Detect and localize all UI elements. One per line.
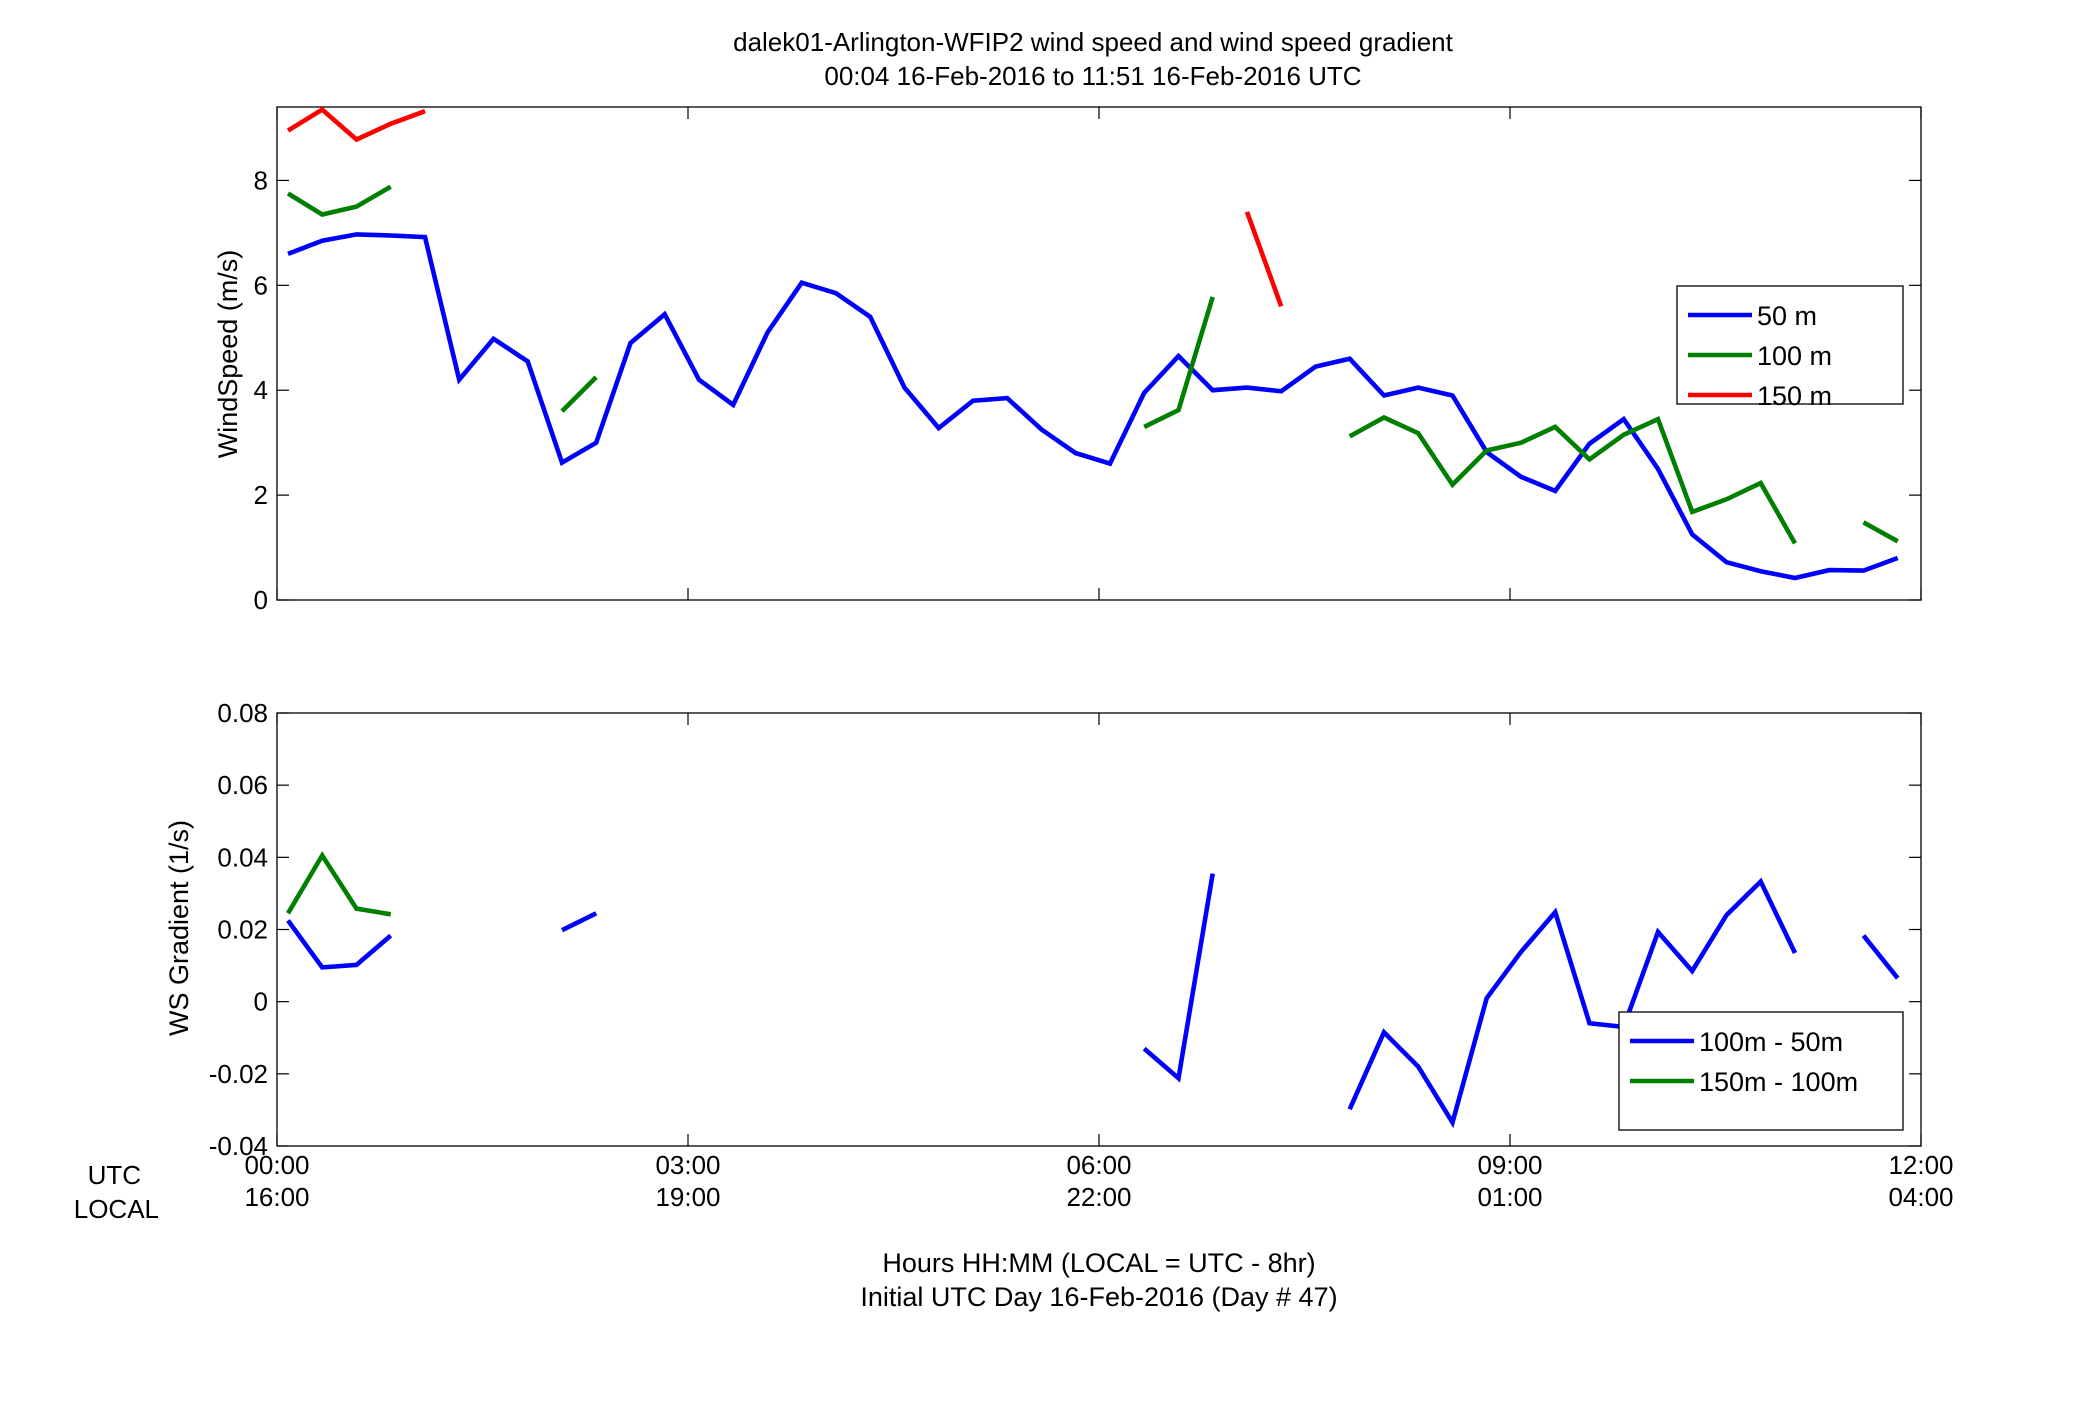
series-line-100m-50m — [1861, 934, 1900, 980]
wind-speed-y-axis-label: WindSpeed (m/s) — [213, 250, 243, 459]
gradient-y-tick-label: 0.06 — [217, 770, 268, 800]
chart-title-line2: 00:04 16-Feb-2016 to 11:51 16-Feb-2016 U… — [824, 61, 1361, 91]
x-tick-label-utc: 00:00 — [244, 1150, 309, 1180]
wind-speed-tick-marks — [276, 107, 1922, 601]
x-tick-label-local: 04:00 — [1888, 1182, 1953, 1212]
x-tick-label-utc: 03:00 — [655, 1150, 720, 1180]
x-tick-label-utc: 06:00 — [1066, 1150, 1131, 1180]
series-line-50-m — [287, 232, 1899, 581]
wind-speed-legend-box — [1676, 285, 1904, 405]
gradient-y-tick-label: 0.08 — [217, 698, 268, 728]
gradient-y-tick-label: -0.04 — [209, 1131, 268, 1161]
series-line-100m-50m — [560, 911, 598, 933]
wind-speed-y-tick-label: 0 — [254, 585, 268, 615]
gradient-y-tick-label: 0.02 — [217, 915, 268, 945]
series-line-100-m — [1348, 414, 1798, 545]
gradient-y-tick-labels: -0.04 -0.02 0 0.02 0.04 0.06 0.08 — [209, 698, 268, 1161]
gradient-y-tick-label: 0.04 — [217, 842, 268, 872]
legend-label-100-m: 100 m — [1757, 341, 1832, 371]
gradient-legend: 100m - 50m 150m - 100m — [1618, 1011, 1904, 1131]
legend-label-150m-100m: 150m - 100m — [1699, 1067, 1858, 1097]
wind-speed-y-tick-label: 4 — [254, 375, 268, 405]
x-tick-label-local: 01:00 — [1477, 1182, 1542, 1212]
gradient-y-axis-label: WS Gradient (1/s) — [164, 820, 194, 1036]
wind-speed-y-tick-label: 6 — [254, 270, 268, 300]
series-line-100m-50m — [1142, 873, 1215, 1083]
wind-speed-y-tick-label: 8 — [254, 165, 268, 195]
series-line-150m-100m — [286, 851, 392, 917]
x-tick-label-local: 16:00 — [244, 1182, 309, 1212]
series-line-100-m — [286, 184, 392, 217]
wind-speed-legend: 50 m 100 m 150 m — [1676, 285, 1904, 411]
series-line-100-m — [1862, 520, 1899, 544]
utc-row-label: UTC — [88, 1160, 141, 1190]
series-line-100m-50m — [286, 919, 393, 970]
wind-speed-series-lines — [286, 106, 1899, 581]
x-tick-label-local: 22:00 — [1066, 1182, 1131, 1212]
local-row-label: LOCAL — [74, 1194, 159, 1224]
series-line-100-m — [560, 375, 598, 413]
x-axis-label-line2: Initial UTC Day 16-Feb-2016 (Day # 47) — [860, 1282, 1337, 1312]
wind-speed-plot-frame — [276, 106, 1922, 601]
wind-speed-axes: 0 2 4 6 8 WindSpeed (m/s) 50 m 100 m 150 m — [213, 106, 1922, 615]
gradient-legend-box — [1618, 1011, 1904, 1131]
x-axis-label-line1: Hours HH:MM (LOCAL = UTC - 8hr) — [882, 1248, 1315, 1278]
x-tick-label-utc: 12:00 — [1888, 1150, 1953, 1180]
legend-label-150-m: 150 m — [1757, 381, 1832, 411]
series-line-100-m — [1143, 296, 1215, 429]
gradient-y-tick-label: 0 — [254, 987, 268, 1017]
legend-label-100m-50m: 100m - 50m — [1699, 1027, 1843, 1057]
x-tick-label-utc: 09:00 — [1477, 1150, 1542, 1180]
gradient-series-lines — [286, 851, 1900, 1129]
x-tick-label-local: 19:00 — [655, 1182, 720, 1212]
gradient-tick-marks — [276, 712, 1922, 1147]
series-line-150-m — [286, 106, 426, 143]
gradient-y-tick-label: -0.02 — [209, 1059, 268, 1089]
wind-speed-y-tick-label: 2 — [254, 480, 268, 510]
wind-speed-y-tick-labels: 0 2 4 6 8 — [254, 165, 268, 615]
chart-title-line1: dalek01-Arlington-WFIP2 wind speed and w… — [733, 27, 1454, 57]
series-line-150-m — [1244, 211, 1284, 308]
gradient-axes: -0.04 -0.02 0 0.02 0.04 0.06 0.08 WS Gradient … — [164, 698, 1922, 1161]
series-line-100m-50m — [1347, 877, 1798, 1129]
legend-label-50-m: 50 m — [1757, 301, 1817, 331]
